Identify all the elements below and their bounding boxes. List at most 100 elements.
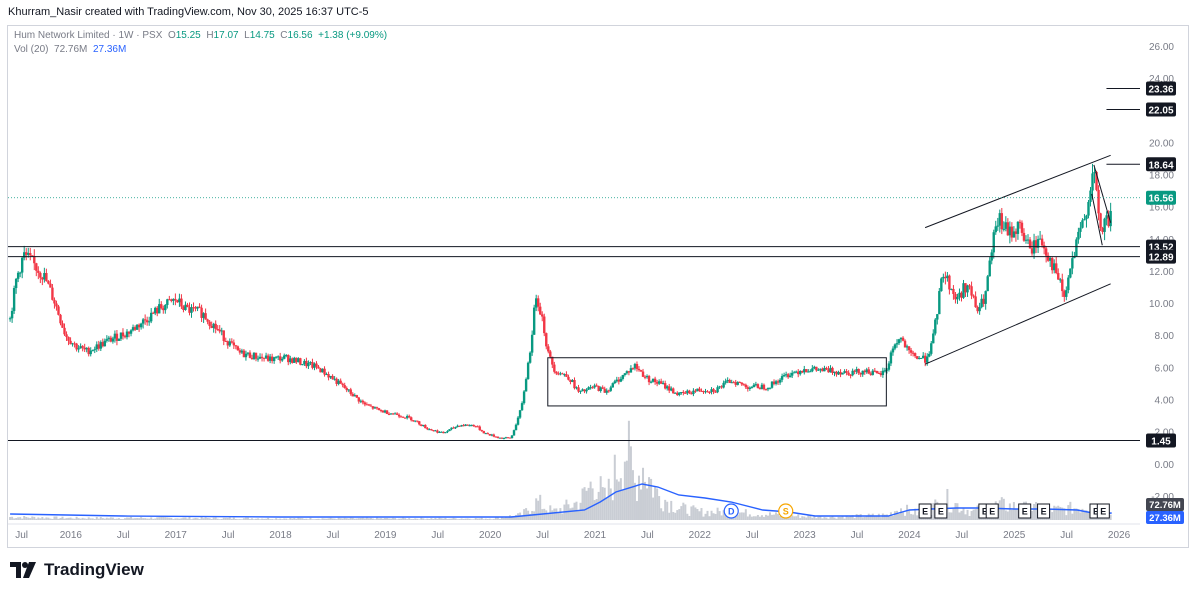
volume-bar bbox=[67, 517, 70, 520]
candle-body bbox=[565, 374, 568, 377]
volume-bar bbox=[456, 519, 459, 520]
candle-body bbox=[196, 306, 199, 309]
volume-bar bbox=[420, 517, 423, 520]
candle-body bbox=[1002, 228, 1006, 230]
volume-bar bbox=[349, 517, 352, 520]
candle-body bbox=[359, 400, 363, 402]
candle-body bbox=[41, 277, 44, 280]
candle-body bbox=[440, 431, 443, 433]
candle-body bbox=[240, 350, 244, 353]
volume-bar bbox=[902, 512, 905, 520]
candle-body bbox=[825, 367, 828, 370]
candle-body bbox=[309, 362, 312, 364]
volume-bar bbox=[486, 518, 489, 520]
candle-body bbox=[297, 358, 300, 363]
volume-bar bbox=[277, 519, 280, 520]
candle-body bbox=[202, 313, 205, 318]
candle-body bbox=[952, 288, 955, 294]
candle-body bbox=[174, 298, 177, 301]
candle-body bbox=[865, 369, 868, 373]
volume-bar bbox=[398, 518, 401, 520]
volume-bar bbox=[283, 518, 286, 520]
x-axis-tick-label: 2024 bbox=[898, 530, 921, 541]
candle-body bbox=[930, 343, 933, 354]
volume-bar bbox=[898, 513, 901, 520]
volume-bar bbox=[269, 519, 272, 520]
candle-body bbox=[139, 323, 143, 328]
candle-body bbox=[903, 340, 907, 348]
candle-body bbox=[283, 355, 286, 359]
volume-bar bbox=[537, 500, 540, 520]
candle-body bbox=[466, 424, 469, 426]
volume-bar bbox=[970, 511, 973, 520]
volume-bar bbox=[1071, 513, 1074, 520]
volume-bar bbox=[736, 514, 739, 520]
candle-body bbox=[410, 417, 413, 421]
volume-bar bbox=[656, 488, 659, 520]
candle-body bbox=[871, 370, 875, 375]
x-axis-tick-label: 2021 bbox=[584, 530, 607, 541]
candle-body bbox=[53, 299, 56, 304]
candle-body bbox=[428, 429, 431, 431]
candle-body bbox=[603, 388, 606, 393]
candle-body bbox=[274, 356, 278, 358]
candle-body bbox=[680, 391, 683, 393]
candle-body bbox=[226, 341, 229, 346]
event-marker-label: S bbox=[783, 507, 789, 517]
candle-body bbox=[696, 388, 699, 392]
volume-bar bbox=[702, 516, 705, 520]
candle-body bbox=[986, 276, 989, 292]
candle-body bbox=[917, 357, 921, 359]
volume-bar bbox=[869, 514, 872, 520]
volume-bar bbox=[692, 505, 695, 520]
candle-body bbox=[367, 404, 371, 406]
volume-bar bbox=[710, 510, 713, 520]
candle-body bbox=[305, 360, 308, 367]
volume-bar bbox=[773, 514, 776, 520]
x-axis-tick-label: 2019 bbox=[374, 530, 397, 541]
volume-bar bbox=[1061, 507, 1064, 520]
volume-bar bbox=[900, 508, 903, 520]
volume-bar bbox=[416, 518, 419, 520]
candle-body bbox=[956, 296, 959, 300]
y-axis-tick-label: 10.00 bbox=[1149, 299, 1174, 310]
volume-bar bbox=[432, 518, 435, 520]
candle-body bbox=[883, 370, 887, 372]
y-axis-tick-label: 6.00 bbox=[1155, 363, 1175, 374]
volume-bar bbox=[335, 519, 338, 520]
dividend-marker bbox=[723, 503, 739, 519]
candle-body bbox=[10, 310, 14, 319]
candle-body bbox=[768, 387, 772, 389]
volume-bar bbox=[158, 517, 161, 520]
volume-bar bbox=[287, 519, 290, 520]
volume-bar bbox=[404, 518, 407, 520]
volume-bar bbox=[152, 518, 155, 520]
candle-body bbox=[293, 357, 296, 363]
volume-bar bbox=[740, 512, 743, 520]
volume-bar bbox=[1057, 505, 1060, 520]
candle-body bbox=[347, 389, 350, 391]
candle-body bbox=[631, 368, 635, 370]
candle-body bbox=[522, 391, 526, 404]
volume-bar bbox=[73, 518, 76, 520]
volume-bar bbox=[170, 517, 173, 520]
candle-body bbox=[839, 371, 842, 375]
candle-body bbox=[212, 323, 215, 328]
candle-body bbox=[809, 371, 812, 373]
candle-body bbox=[851, 370, 854, 376]
candle-body bbox=[470, 424, 473, 426]
volume-bar bbox=[764, 514, 767, 520]
volume-bar bbox=[879, 517, 882, 520]
volume-bar bbox=[545, 510, 548, 520]
volume-bar bbox=[105, 517, 108, 520]
candle-body bbox=[936, 314, 939, 320]
candle-body bbox=[430, 429, 433, 431]
candle-body bbox=[389, 413, 393, 415]
candle-body bbox=[325, 374, 328, 376]
candle-body bbox=[1097, 189, 1100, 214]
candle-body bbox=[909, 350, 913, 353]
candle-body bbox=[807, 371, 810, 373]
candle-body bbox=[182, 306, 185, 310]
candle-body bbox=[913, 353, 917, 357]
